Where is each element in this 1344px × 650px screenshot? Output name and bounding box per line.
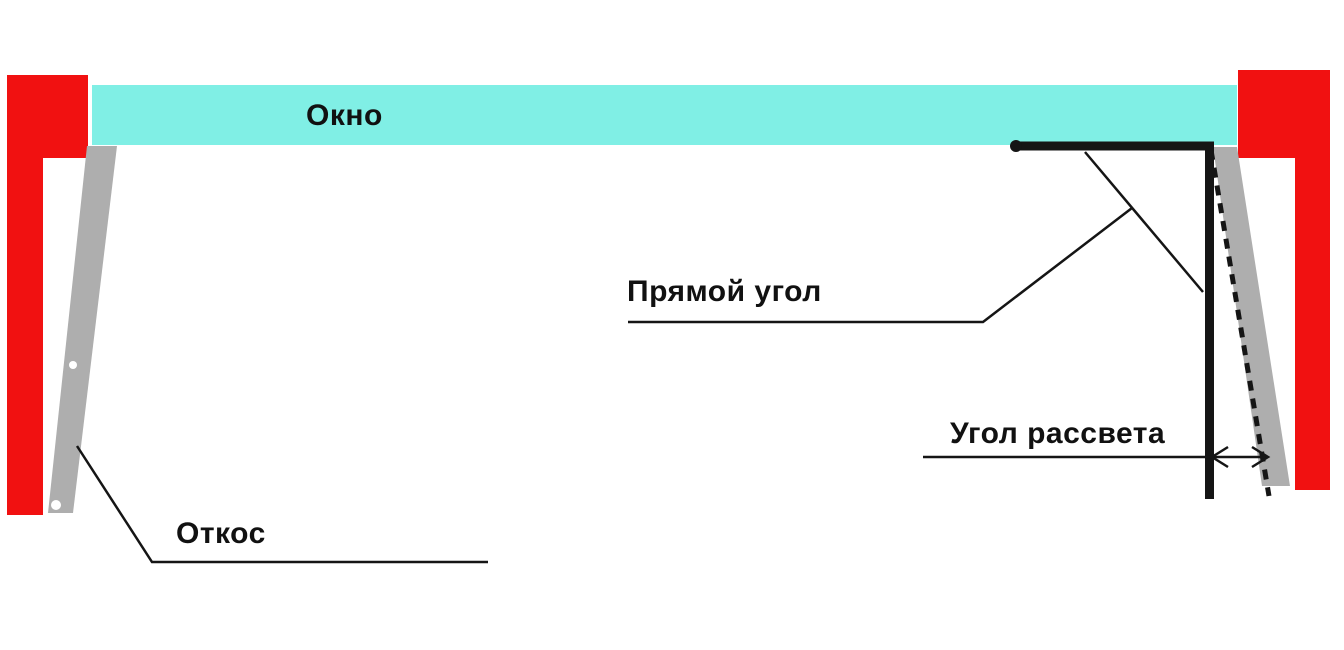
right-angle-tool [1016, 141, 1214, 499]
slope-leader-line [75, 445, 488, 564]
splay-arrowhead-right [1251, 445, 1271, 469]
slope-panel-right [1213, 147, 1290, 486]
wall-left [7, 75, 88, 515]
right-angle-label: Прямой угол [627, 275, 822, 308]
tool-end-dot [1010, 140, 1022, 152]
slope-face-dashed-line [1208, 149, 1272, 497]
slope-label: Откос [176, 517, 266, 550]
window-pane [92, 85, 1237, 145]
slope-panel-left [48, 146, 117, 513]
splay-arrowhead-left [1209, 445, 1229, 469]
splay-angle-label: Угол рассвета [950, 417, 1166, 450]
slope-highlight-dot [69, 361, 77, 369]
wall-right [1238, 70, 1330, 490]
slope-notch-dot [51, 500, 61, 510]
right-angle-pointer-line [1084, 151, 1204, 293]
window-label: Окно [306, 99, 383, 132]
right-angle-leader-line [628, 207, 1133, 324]
